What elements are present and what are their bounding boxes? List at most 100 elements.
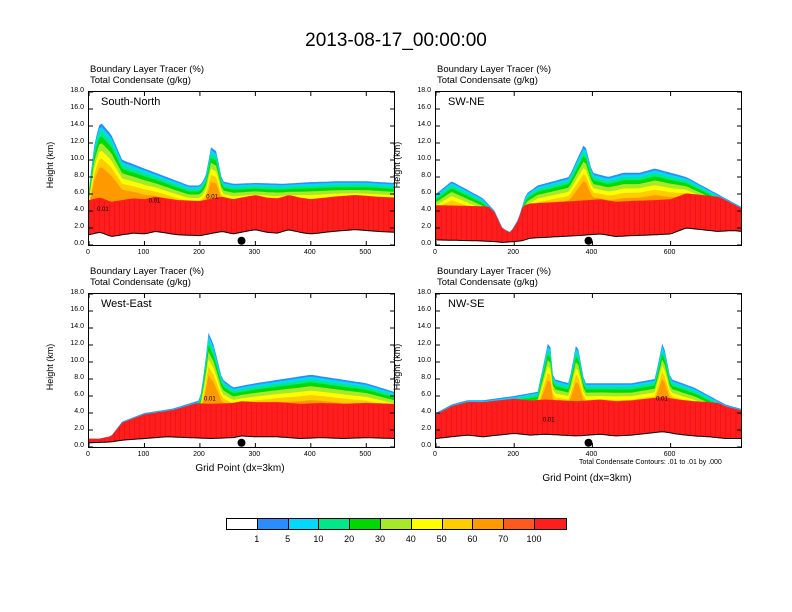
y-tick-label: 16.0 — [417, 306, 431, 313]
y-tick-label: 4.0 — [421, 408, 431, 415]
y-tick-label: 8.0 — [74, 374, 84, 381]
y-axis-label: Height (km) — [392, 141, 402, 189]
heatmap-canvas: 0.01 0.01 0.01 — [89, 92, 394, 245]
x-tick-label: 400 — [303, 249, 316, 256]
heatmap-canvas: 0.01 0.01 — [436, 294, 741, 447]
x-tick-label: 500 — [359, 249, 372, 256]
y-tick-label: 6.0 — [74, 189, 84, 196]
colorbar-swatch — [534, 519, 566, 529]
panel-label: West-East — [101, 298, 152, 310]
contour-label: 0.01 — [97, 207, 109, 213]
x-tick-label: 600 — [663, 451, 676, 458]
location-marker — [584, 438, 593, 447]
terrain-line — [89, 229, 394, 237]
y-tick-label: 0.0 — [421, 442, 431, 449]
cross-section-panel-west-east: 0.01 West-East — [88, 293, 395, 448]
terrain-line — [436, 227, 741, 243]
x-tick-label: 0 — [86, 451, 90, 458]
y-tick-label: 14.0 — [70, 323, 84, 330]
y-tick-label: 8.0 — [421, 374, 431, 381]
x-tick-label: 200 — [507, 249, 520, 256]
y-tick-label: 18.0 — [417, 87, 431, 94]
y-tick-label: 6.0 — [421, 189, 431, 196]
location-marker — [237, 236, 246, 245]
y-tick-label: 14.0 — [417, 121, 431, 128]
location-marker — [584, 236, 593, 245]
y-tick-label: 12.0 — [417, 138, 431, 145]
panel-label: SW-NE — [448, 96, 485, 108]
y-tick-label: 0.0 — [421, 240, 431, 247]
x-tick-label: 400 — [585, 249, 598, 256]
y-tick-label: 16.0 — [417, 104, 431, 111]
panel-label: South-North — [101, 96, 161, 108]
contour-label: 0.01 — [656, 396, 668, 402]
colorbar-swatch — [411, 519, 443, 529]
y-tick-label: 6.0 — [421, 391, 431, 398]
tracer-label: Boundary Layer Tracer (%) — [90, 266, 205, 277]
y-tick-label: 14.0 — [70, 121, 84, 128]
y-tick-label: 18.0 — [417, 289, 431, 296]
colorbar-label: 100 — [526, 534, 542, 544]
tracer-label: Boundary Layer Tracer (%) — [90, 64, 205, 75]
main-title: 2013-08-17_00:00:00 — [305, 30, 487, 51]
cross-section-panel-south-north: 0.01 0.01 0.01 South-North — [88, 91, 395, 246]
y-tick-label: 2.0 — [74, 223, 84, 230]
colorbar — [226, 518, 567, 530]
cross-section-panel-sw-ne: SW-NE — [435, 91, 742, 246]
x-axis-label: Grid Point (dx=3km) — [195, 463, 285, 474]
y-tick-label: 4.0 — [421, 206, 431, 213]
y-tick-label: 14.0 — [417, 323, 431, 330]
x-tick-label: 100 — [137, 451, 150, 458]
heatmap-canvas — [436, 92, 741, 245]
colorbar-swatch — [504, 519, 535, 529]
y-tick-label: 6.0 — [74, 391, 84, 398]
condensate-label: Total Condensate (g/kg) — [437, 277, 538, 288]
y-tick-label: 2.0 — [421, 223, 431, 230]
y-axis-label: Height (km) — [392, 343, 402, 391]
y-tick-label: 0.0 — [74, 442, 84, 449]
colorbar-label: 40 — [405, 534, 416, 544]
y-tick-label: 10.0 — [70, 357, 84, 364]
terrain-line — [89, 435, 394, 444]
y-tick-label: 12.0 — [70, 138, 84, 145]
x-tick-label: 200 — [193, 451, 205, 458]
colorbar-label: 20 — [344, 534, 355, 544]
contour-label: 0.01 — [543, 418, 555, 424]
y-tick-label: 8.0 — [421, 172, 431, 179]
colorbar-swatch — [350, 519, 381, 529]
y-tick-label: 12.0 — [70, 340, 84, 347]
y-tick-label: 12.0 — [417, 340, 431, 347]
colorbar-label: 60 — [467, 534, 478, 544]
y-tick-label: 10.0 — [417, 357, 431, 364]
x-tick-label: 200 — [507, 451, 520, 458]
x-tick-label: 400 — [585, 451, 598, 458]
y-tick-label: 2.0 — [74, 425, 84, 432]
heatmap-canvas: 0.01 — [89, 294, 394, 447]
colorbar-swatch — [288, 519, 320, 529]
y-tick-label: 2.0 — [421, 425, 431, 432]
location-marker — [237, 438, 246, 447]
colorbar-label: 70 — [498, 534, 509, 544]
contour-label: 0.01 — [149, 199, 161, 205]
y-tick-label: 4.0 — [74, 408, 84, 415]
y-tick-label: 10.0 — [417, 155, 431, 162]
x-tick-label: 400 — [303, 451, 316, 458]
colorbar-swatch — [257, 519, 289, 529]
x-tick-label: 200 — [193, 249, 205, 256]
condensate-label: Total Condensate (g/kg) — [90, 277, 191, 288]
y-tick-label: 16.0 — [70, 104, 84, 111]
colorbar-label: 10 — [313, 534, 324, 544]
y-axis-label: Height (km) — [45, 343, 55, 391]
x-tick-label: 0 — [86, 249, 90, 256]
y-tick-label: 0.0 — [74, 240, 84, 247]
cross-section-panel-nw-se: 0.01 0.01 NW-SE — [435, 293, 742, 448]
condensate-label: Total Condensate (g/kg) — [90, 75, 191, 86]
x-tick-label: 600 — [663, 249, 676, 256]
colorbar-swatch — [442, 519, 474, 529]
colorbar-swatch — [227, 519, 258, 529]
colorbar-label: 50 — [436, 534, 447, 544]
y-tick-label: 16.0 — [70, 306, 84, 313]
x-tick-label: 300 — [248, 451, 261, 458]
condensate-label: Total Condensate (g/kg) — [437, 75, 538, 86]
x-tick-label: 300 — [248, 249, 261, 256]
